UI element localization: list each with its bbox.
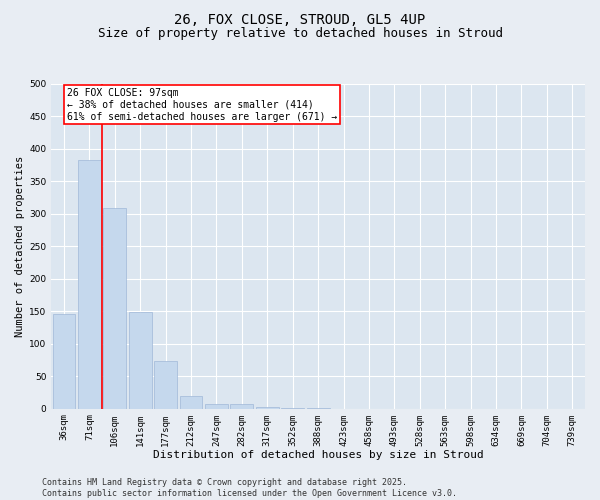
Text: 26, FOX CLOSE, STROUD, GL5 4UP: 26, FOX CLOSE, STROUD, GL5 4UP (175, 12, 425, 26)
Bar (129, 312, 152, 408)
Bar (154, 361, 177, 408)
Bar (179, 396, 202, 408)
Text: Size of property relative to detached houses in Stroud: Size of property relative to detached ho… (97, 28, 503, 40)
Bar (53, 314, 76, 408)
Text: Contains HM Land Registry data © Crown copyright and database right 2025.
Contai: Contains HM Land Registry data © Crown c… (42, 478, 457, 498)
X-axis label: Distribution of detached houses by size in Stroud: Distribution of detached houses by size … (153, 450, 484, 460)
Bar (230, 404, 253, 408)
Bar (205, 404, 228, 408)
Bar (103, 208, 126, 408)
Y-axis label: Number of detached properties: Number of detached properties (15, 156, 25, 336)
Bar (78, 160, 101, 408)
Text: 26 FOX CLOSE: 97sqm
← 38% of detached houses are smaller (414)
61% of semi-detac: 26 FOX CLOSE: 97sqm ← 38% of detached ho… (67, 88, 338, 122)
